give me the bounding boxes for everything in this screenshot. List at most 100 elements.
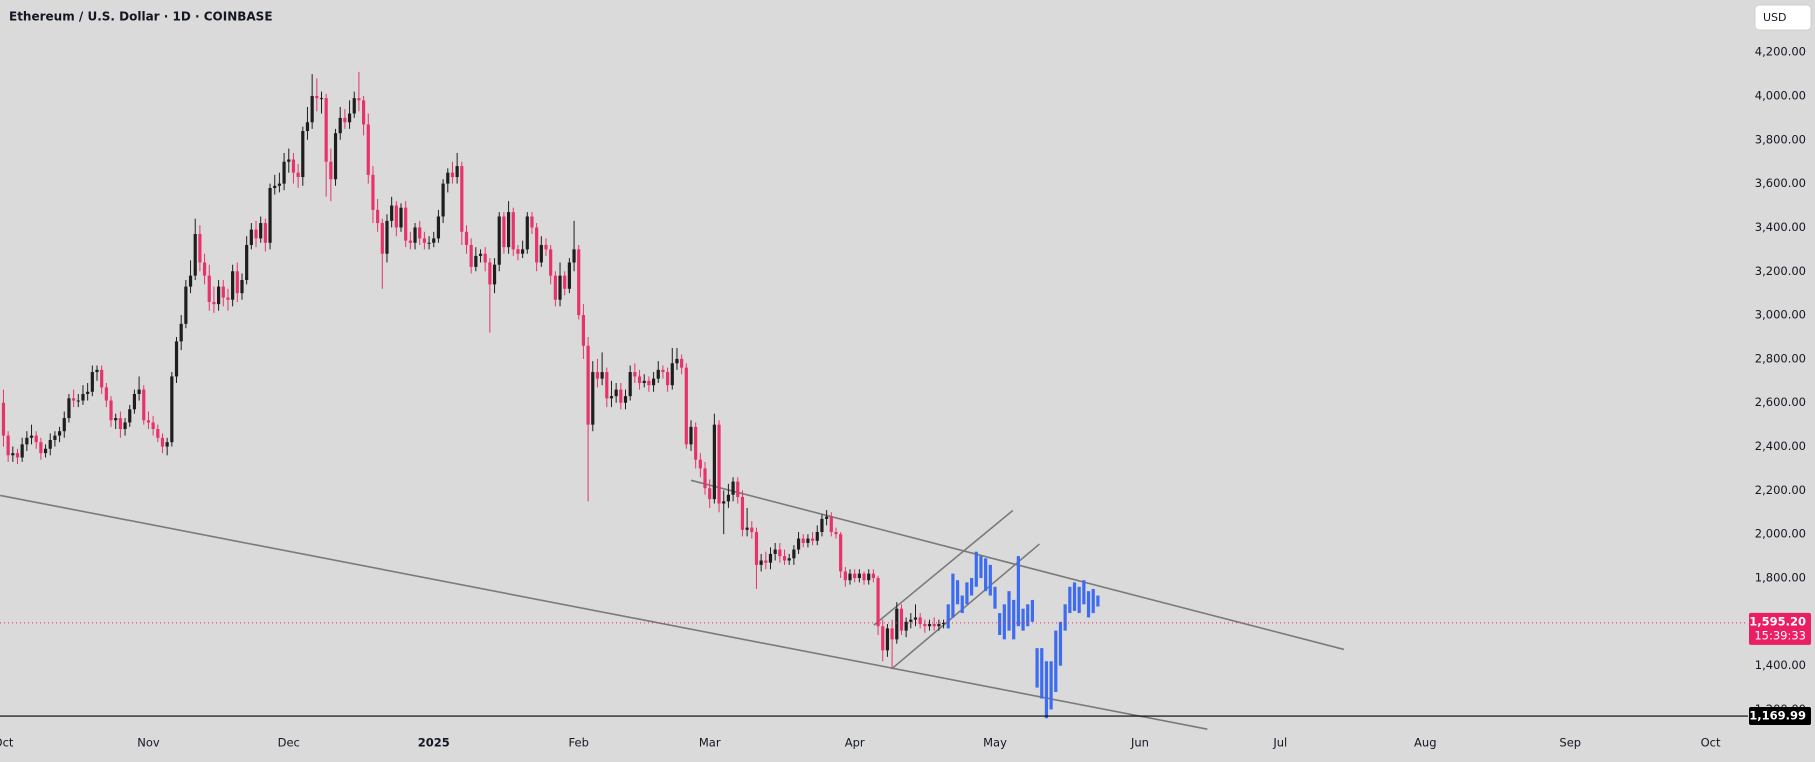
candle-body [170,376,174,443]
candle-body [29,435,34,438]
candle-body [773,549,777,554]
candle-body [235,271,239,294]
candle-body [647,380,651,386]
candle-body [282,161,286,184]
candle-body [698,459,702,469]
x-tick-label: Nov [137,736,160,750]
candle-body [57,431,62,436]
candle-body [825,516,829,519]
y-tick-label: 3,000.00 [1755,308,1806,322]
candle-body [689,426,693,445]
projection-bar [1086,591,1091,618]
candle-body [217,286,221,305]
candle-body [352,98,356,114]
last-price-label: 1,595.20 [1749,614,1806,628]
candle-body [11,453,15,456]
projection-bar [1007,591,1011,631]
x-tick-label: Dec [278,736,300,750]
candle-body [67,398,71,419]
candle-body [511,212,515,250]
candle-body [371,174,375,210]
candle-body [684,367,688,445]
candle-body [932,624,936,627]
y-tick-label: 2,800.00 [1755,351,1806,365]
candle-body [347,113,352,123]
candle-body [656,369,660,379]
x-tick-label: Feb [569,736,589,750]
candle-body [422,238,426,243]
candle-body [810,538,815,541]
candle-body [329,161,333,180]
candle-body [871,573,875,579]
y-tick-label: 3,200.00 [1755,264,1806,278]
candle-body [754,532,759,565]
candle-body [324,98,328,162]
candle-body [497,216,501,265]
projection-bar [993,586,997,609]
projection-bar [1021,608,1025,631]
candle-body [469,244,473,267]
projection-bar [1012,599,1016,640]
candle-body [310,95,314,123]
candle-body [76,400,80,402]
projection-bar [1096,595,1100,607]
candle-body [516,249,520,254]
candle-body [913,617,918,620]
projection-bar [1058,621,1063,666]
candle-body [165,442,169,447]
candle-body [441,183,445,217]
candle-body [750,527,754,533]
candle-body [731,481,735,495]
candle-body [376,209,380,224]
projection-bar [1030,599,1035,622]
candle-body [661,369,665,373]
candle-body [427,242,431,244]
candle-body [923,624,927,627]
y-tick-label: 3,600.00 [1755,176,1806,190]
candle-body [460,166,464,232]
candle-body [179,323,183,342]
candle-body [142,389,146,421]
candle-body [245,244,249,281]
currency-label[interactable]: USD [1763,11,1787,24]
candle-body [759,560,763,565]
candle-body [839,534,843,572]
candle-body [390,205,394,221]
candle-body [717,424,721,504]
candle-body [287,159,291,162]
projection-bar [1016,556,1020,627]
candle-body [595,372,600,379]
candle-body [357,98,361,101]
currency-button[interactable] [1754,4,1812,31]
candle-body [432,238,436,243]
candle-body [249,229,253,245]
projection-bar [974,551,978,587]
candle-body [338,117,342,134]
candle-body [123,422,127,430]
y-tick-label: 1,400.00 [1755,658,1806,672]
candle-body [315,95,319,99]
projection-bar [988,564,992,596]
candle-body [815,532,819,541]
y-tick-label: 1,800.00 [1755,571,1806,585]
candle-body [86,391,90,394]
candle-body [581,315,586,346]
candle-body [651,378,656,386]
candle-body [488,262,492,285]
trendline [873,509,1014,626]
projection-bar [1026,604,1030,627]
candle-body [202,262,207,276]
projection-bar [1091,588,1095,614]
candle-body [941,622,946,625]
candle-body [104,387,108,401]
projection-bar [1077,586,1081,614]
candle-body [291,159,296,173]
candle-body [806,538,810,543]
candle-body [137,389,141,394]
candle-body [263,223,267,243]
candle-body [118,418,122,430]
candle-body [109,400,113,421]
candle-body [904,621,908,631]
candle-body [34,435,38,443]
